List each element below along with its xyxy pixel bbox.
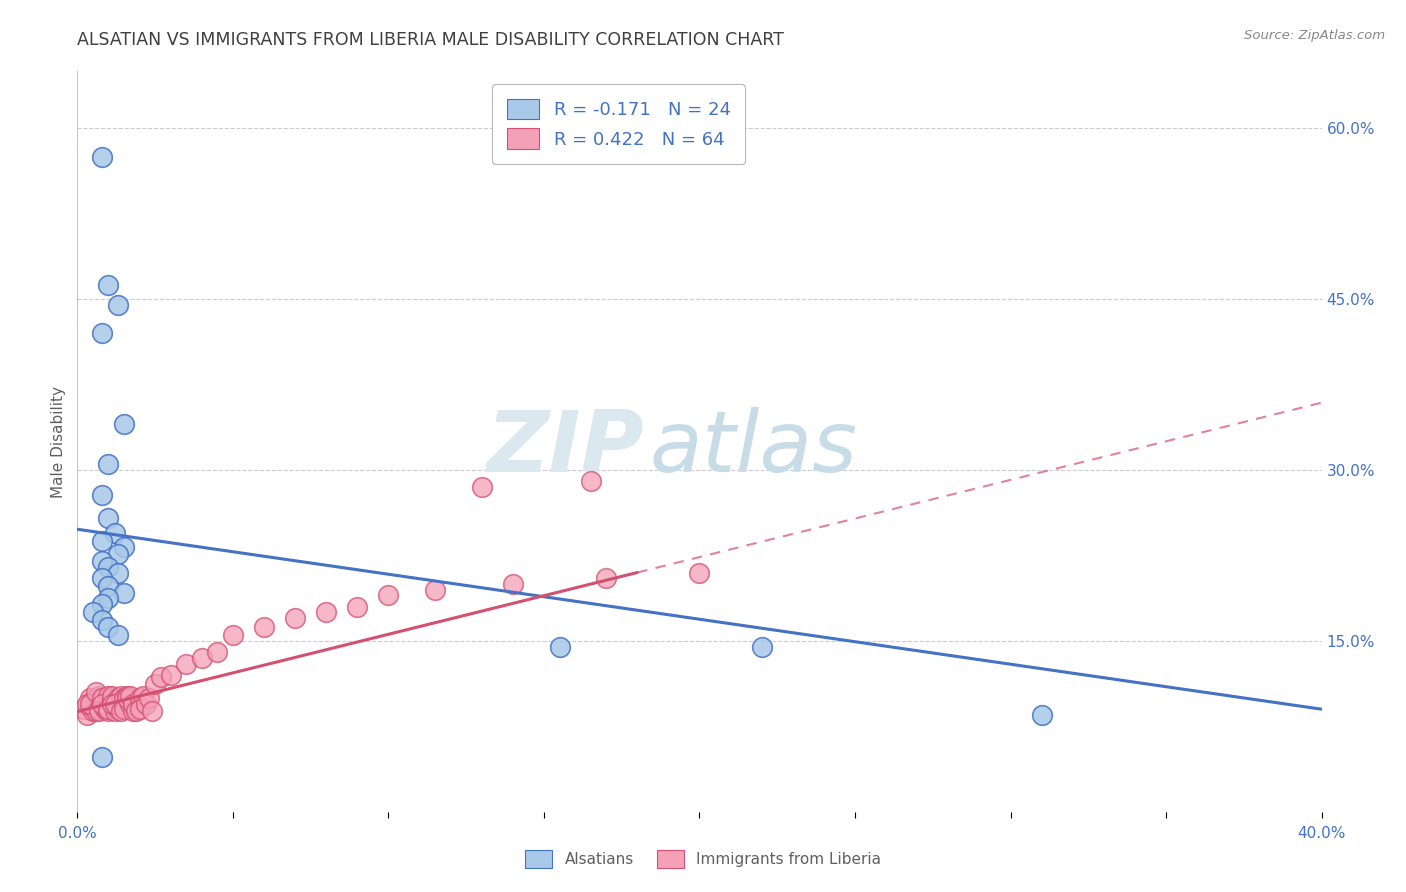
- Point: [82, 606, 104, 620]
- Point: [548, 640, 571, 654]
- Text: Source: ZipAtlas.com: Source: ZipAtlas.com: [1244, 29, 1385, 42]
- Point: [112, 586, 135, 600]
- Point: [97, 702, 120, 716]
- Point: [128, 702, 150, 716]
- Point: [100, 689, 122, 703]
- Point: [91, 690, 114, 705]
- Point: [110, 705, 132, 719]
- Point: [423, 582, 446, 597]
- Point: [84, 705, 107, 719]
- Point: [104, 705, 127, 719]
- Point: [112, 702, 135, 716]
- Point: [97, 591, 120, 605]
- Point: [125, 702, 148, 716]
- Point: [689, 566, 711, 580]
- Point: [104, 697, 127, 711]
- Point: [91, 150, 114, 164]
- Point: [76, 697, 98, 711]
- Point: [76, 707, 98, 722]
- Point: [84, 690, 107, 705]
- Point: [502, 577, 524, 591]
- Point: [91, 488, 114, 502]
- Point: [97, 559, 120, 574]
- Point: [107, 690, 129, 705]
- Point: [143, 677, 166, 691]
- Point: [97, 458, 120, 472]
- Point: [253, 620, 276, 634]
- Point: [97, 511, 120, 525]
- Point: [222, 628, 245, 642]
- Point: [107, 702, 129, 716]
- Point: [94, 702, 117, 716]
- Point: [377, 588, 399, 602]
- Point: [207, 645, 229, 659]
- Point: [97, 579, 120, 593]
- Point: [91, 750, 114, 764]
- Point: [120, 689, 142, 703]
- Point: [84, 685, 107, 699]
- Point: [97, 278, 120, 293]
- Legend: R = -0.171   N = 24, R = 0.422   N = 64: R = -0.171 N = 24, R = 0.422 N = 64: [492, 84, 745, 164]
- Point: [91, 690, 114, 705]
- Point: [115, 689, 138, 703]
- Point: [1031, 707, 1053, 722]
- Point: [191, 651, 214, 665]
- Point: [471, 480, 494, 494]
- Point: [112, 417, 135, 432]
- Point: [120, 697, 142, 711]
- Text: atlas: atlas: [650, 408, 858, 491]
- Point: [751, 640, 773, 654]
- Point: [112, 541, 135, 555]
- Point: [91, 697, 114, 711]
- Point: [135, 697, 157, 711]
- Point: [346, 599, 368, 614]
- Point: [595, 571, 617, 585]
- Text: ZIP: ZIP: [486, 408, 644, 491]
- Point: [138, 690, 160, 705]
- Point: [128, 690, 150, 705]
- Point: [284, 611, 307, 625]
- Point: [91, 598, 114, 612]
- Point: [107, 628, 129, 642]
- Point: [107, 547, 129, 561]
- Point: [315, 606, 337, 620]
- Point: [579, 475, 602, 489]
- Legend: Alsatians, Immigrants from Liberia: Alsatians, Immigrants from Liberia: [517, 843, 889, 875]
- Point: [91, 533, 114, 548]
- Point: [125, 705, 148, 719]
- Point: [107, 566, 129, 580]
- Point: [91, 326, 114, 341]
- Point: [97, 705, 120, 719]
- Point: [79, 697, 101, 711]
- Point: [79, 690, 101, 705]
- Point: [107, 298, 129, 312]
- Point: [94, 697, 117, 711]
- Point: [87, 705, 110, 719]
- Y-axis label: Male Disability: Male Disability: [51, 385, 66, 498]
- Point: [122, 705, 145, 719]
- Point: [141, 705, 163, 719]
- Point: [150, 670, 173, 684]
- Point: [72, 702, 94, 716]
- Text: ALSATIAN VS IMMIGRANTS FROM LIBERIA MALE DISABILITY CORRELATION CHART: ALSATIAN VS IMMIGRANTS FROM LIBERIA MALE…: [77, 31, 785, 49]
- Point: [91, 554, 114, 568]
- Point: [104, 697, 127, 711]
- Point: [104, 525, 127, 540]
- Point: [159, 668, 181, 682]
- Point: [91, 571, 114, 585]
- Point: [87, 702, 110, 716]
- Point: [91, 613, 114, 627]
- Point: [112, 690, 135, 705]
- Point: [97, 689, 120, 703]
- Point: [100, 690, 122, 705]
- Point: [131, 689, 153, 703]
- Point: [82, 705, 104, 719]
- Point: [100, 697, 122, 711]
- Point: [110, 689, 132, 703]
- Point: [97, 620, 120, 634]
- Point: [122, 697, 145, 711]
- Point: [115, 690, 138, 705]
- Point: [87, 689, 110, 703]
- Point: [174, 657, 197, 671]
